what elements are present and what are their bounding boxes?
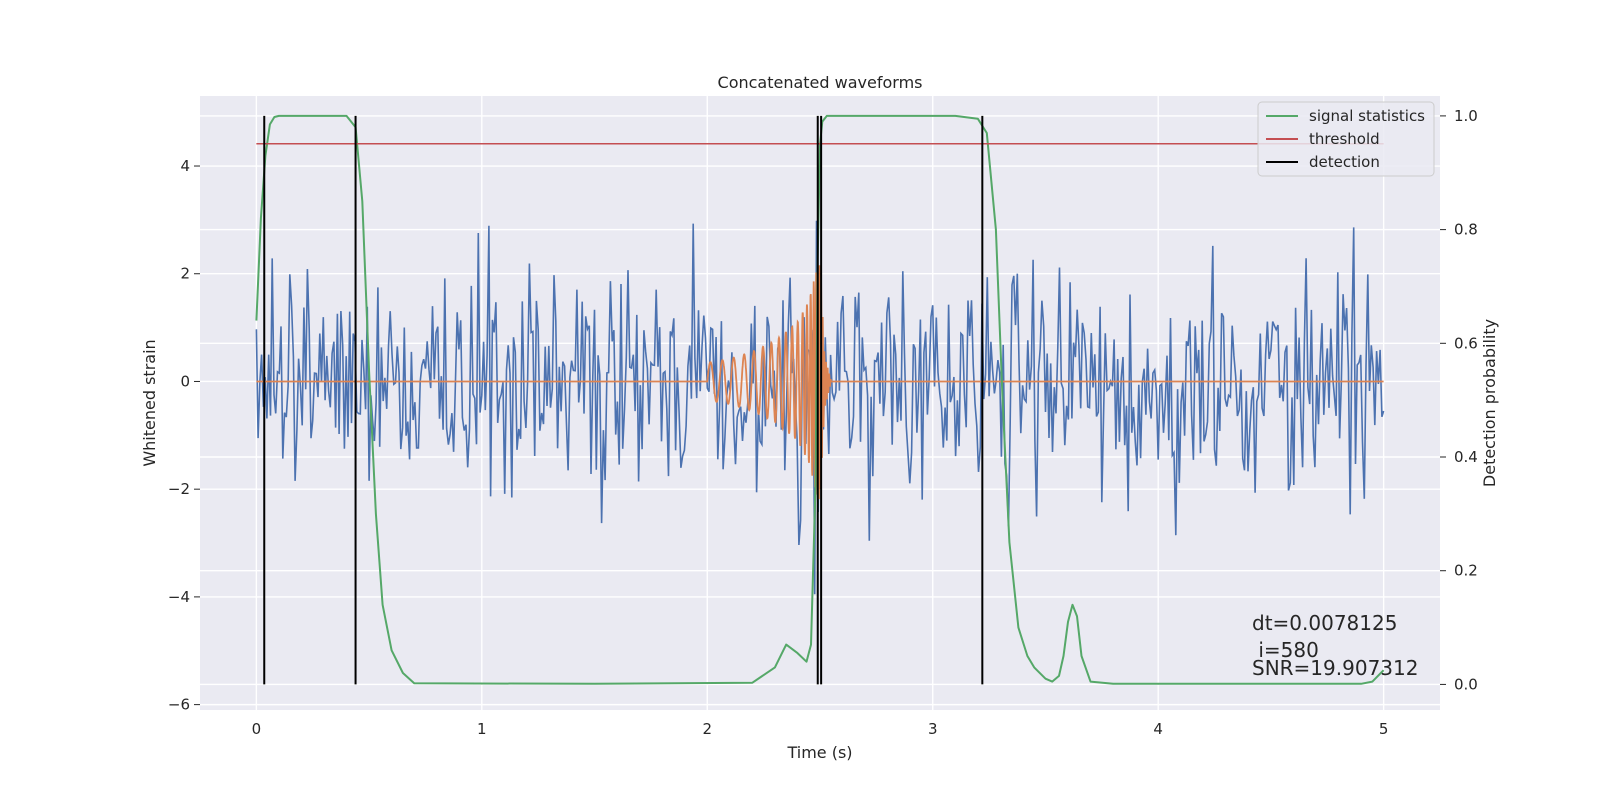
y-tick-label: −2 xyxy=(168,480,190,498)
legend-label-threshold: threshold xyxy=(1309,130,1380,148)
x-tick-label: 4 xyxy=(1153,720,1163,738)
x-tick-label: 2 xyxy=(702,720,712,738)
y2-tick-label: 0.0 xyxy=(1454,675,1478,693)
annotation-dt: dt=0.0078125 xyxy=(1252,611,1397,635)
y2-tick-label: 0.4 xyxy=(1454,448,1478,466)
legend: signal statistics threshold detection xyxy=(1257,101,1435,177)
y2-tick-label: 0.6 xyxy=(1454,334,1478,352)
data-layer xyxy=(255,114,1385,685)
y2-tick-label: 0.2 xyxy=(1454,562,1478,580)
y-tick-label: 2 xyxy=(180,265,190,283)
y-tick-label: 0 xyxy=(180,372,190,390)
y-tick-label: −4 xyxy=(168,588,190,606)
x-axis-label: Time (s) xyxy=(786,743,852,762)
annotation-index: i=580 xyxy=(1252,638,1319,662)
series-template-line xyxy=(256,265,1384,500)
legend-box xyxy=(1257,101,1435,177)
x-tick-label: 0 xyxy=(252,720,262,738)
annotation-snr: SNR=19.907312 xyxy=(1252,656,1418,680)
y-tick-label: 4 xyxy=(180,157,190,175)
y-axis-label: Whitened strain xyxy=(140,339,159,466)
x-tick-label: 3 xyxy=(928,720,938,738)
x-tick-label: 1 xyxy=(477,720,487,738)
y2-tick-label: 1.0 xyxy=(1454,107,1478,125)
y-tick-label: −6 xyxy=(168,696,190,714)
x-tick-label: 5 xyxy=(1379,720,1389,738)
y2-tick-label: 0.8 xyxy=(1454,221,1478,239)
chart-title: Concatenated waveforms xyxy=(718,73,923,92)
legend-label-signal-statistics: signal statistics xyxy=(1309,107,1425,125)
axes: 0 1 2 3 4 5 −6 −4 −2 0 2 4 0.0 0.2 0.4 0.6 0.8 1.0 xyxy=(168,107,1478,738)
y2-axis-label: Detection probability xyxy=(1480,319,1499,487)
legend-label-detection: detection xyxy=(1309,153,1380,171)
annotation: dt=0.0078125 i=580 SNR=19.907312 xyxy=(1252,611,1418,680)
